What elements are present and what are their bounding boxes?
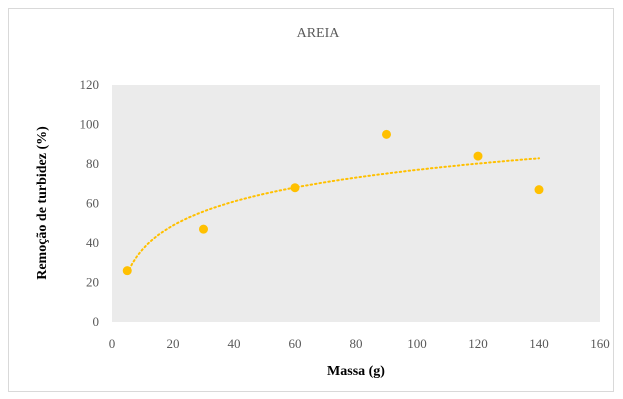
- x-tick-label: 80: [350, 336, 363, 351]
- data-point: [473, 151, 483, 161]
- y-tick-label: 80: [86, 156, 99, 171]
- y-tick-label: 60: [86, 196, 99, 211]
- y-tick-label: 120: [80, 77, 100, 92]
- x-tick-label: 60: [289, 336, 302, 351]
- x-tick-label: 0: [109, 336, 116, 351]
- y-axis-title: Remoção de turbidez (%): [35, 126, 50, 280]
- data-point: [382, 129, 391, 139]
- x-axis-title: Massa (g): [327, 364, 385, 379]
- x-tick-label: 140: [529, 336, 549, 351]
- chart-title: AREIA: [297, 26, 341, 41]
- data-point: [534, 185, 544, 195]
- trendline: [126, 157, 540, 275]
- y-tick-label: 40: [86, 235, 99, 250]
- y-axis-ticks: 0 20 40 60 80 100 120: [80, 77, 100, 329]
- x-tick-label: 20: [167, 336, 180, 351]
- data-point: [290, 183, 300, 193]
- data-points: [122, 129, 544, 276]
- data-point: [199, 224, 208, 234]
- x-tick-label: 100: [407, 336, 427, 351]
- y-tick-label: 20: [86, 275, 99, 290]
- x-axis-ticks: 0 20 40 60 80 100 120 140 160: [109, 336, 610, 351]
- y-tick-label: 100: [80, 117, 100, 132]
- x-tick-label: 120: [468, 336, 488, 351]
- plot-area: [112, 85, 600, 322]
- x-tick-label: 40: [228, 336, 241, 351]
- x-tick-label: 160: [590, 336, 610, 351]
- data-point: [122, 266, 132, 276]
- y-tick-label: 0: [93, 314, 100, 329]
